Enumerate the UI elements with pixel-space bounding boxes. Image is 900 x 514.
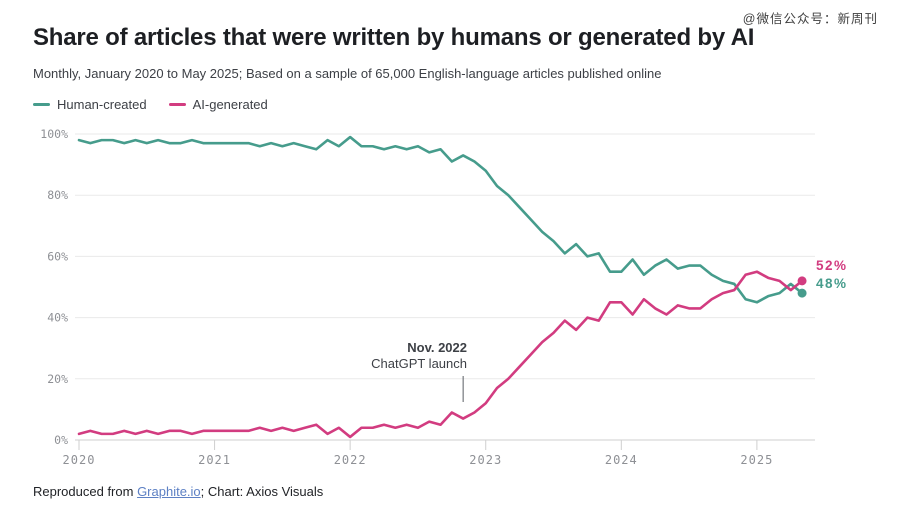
annotation-date: Nov. 2022 [407,340,467,355]
x-tick-label: 2024 [605,453,638,467]
series-line-ai-generated [77,270,804,439]
footer-credit: Reproduced from Graphite.io; Chart: Axio… [33,484,323,499]
legend: Human-created AI-generated [33,97,268,112]
footer-prefix: Reproduced from [33,484,138,499]
y-tick-label: 100% [40,127,68,141]
x-tick-label: 2022 [334,453,367,467]
legend-label-human-created: Human-created [57,97,147,112]
series-end-dot-ai-generated [797,276,807,286]
x-tick-label: 2025 [740,453,773,467]
y-tick-label: 60% [47,249,68,263]
chart-subtitle: Monthly, January 2020 to May 2025; Based… [33,66,662,81]
legend-item-ai-generated: AI-generated [168,97,268,112]
graphite-link[interactable]: Graphite.io [137,484,201,499]
y-tick-label: 40% [47,311,68,325]
x-tick-label: 2023 [469,453,502,467]
page-title: Share of articles that were written by h… [33,24,755,51]
end-label-human-created: 48% [816,276,848,292]
legend-label-ai-generated: AI-generated [192,97,268,112]
series-line-human-created [77,135,804,304]
y-tick-label: 20% [47,372,68,386]
y-tick-label: 0% [54,433,68,447]
y-tick-label: 80% [47,188,68,202]
line-chart: 0% 20% 40% 60% 80% 100% 2020 2021 2022 2023 2024 20… [40,127,815,467]
chart-area: 0% 20% 40% 60% 80% 100% 2020 2021 2022 2023 2024 20… [0,120,900,480]
end-label-ai-generated: 52% [816,257,848,273]
legend-item-human-created: Human-created [33,97,147,112]
ai-generated-line-swatch [168,102,186,107]
series-end-dot-human-created [797,288,807,298]
watermark: @微信公众号：新周刊 [742,12,878,26]
human-created-line-swatch [33,102,50,107]
annotation-text: ChatGPT launch [371,356,467,371]
x-tick-label: 2020 [63,453,96,467]
annotation-chatgpt-launch: Nov. 2022 ChatGPT launch [371,340,467,372]
x-tick-label: 2021 [198,453,231,467]
footer-suffix: ; Chart: Axios Visuals [200,484,324,499]
